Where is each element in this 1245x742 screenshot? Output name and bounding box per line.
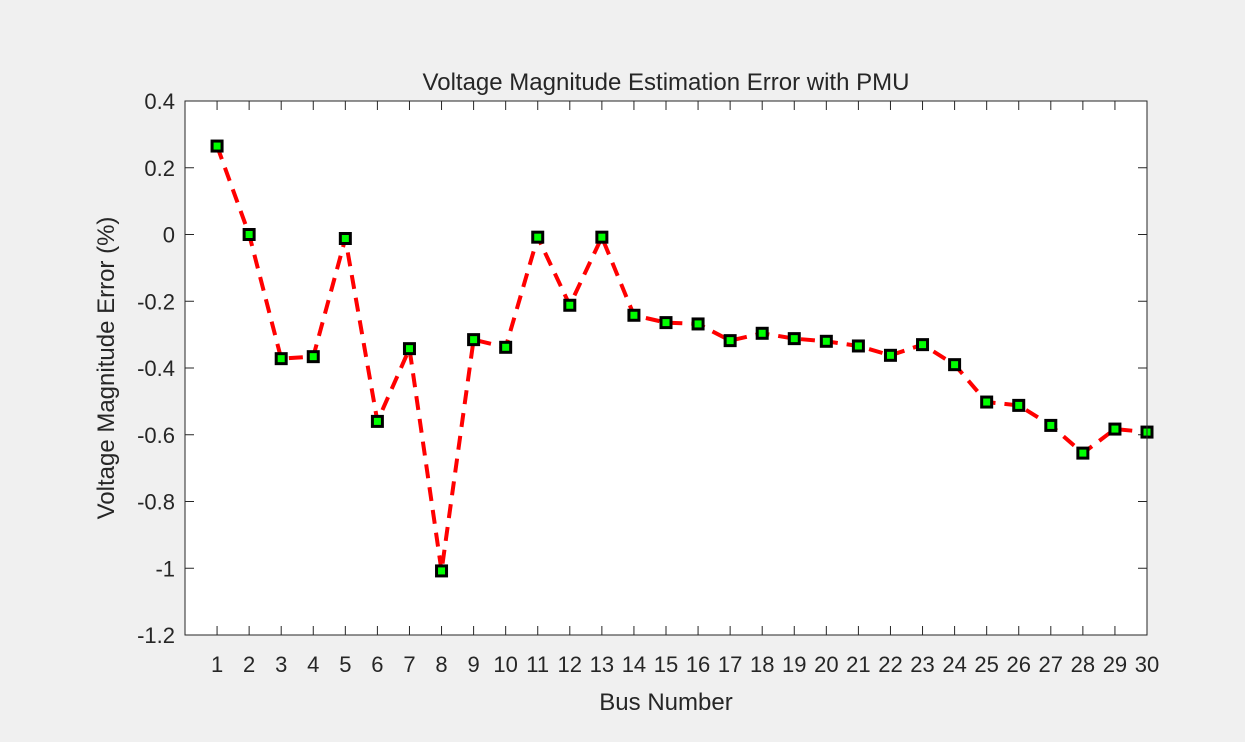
- y-tick-label-0: 0: [163, 223, 175, 248]
- x-tick-label-20: 20: [814, 652, 838, 677]
- data-point-bus-15: [659, 316, 673, 330]
- x-tick-label-21: 21: [846, 652, 870, 677]
- y-tick-label-0.4: 0.4: [144, 89, 175, 114]
- y-axis-label: Voltage Magnitude Error (%): [93, 217, 120, 520]
- x-tick-label-6: 6: [371, 652, 383, 677]
- data-point-bus-7: [402, 342, 416, 356]
- data-point-bus-13: [595, 230, 609, 244]
- data-point-bus-28: [1076, 446, 1090, 460]
- x-tick-label-16: 16: [686, 652, 710, 677]
- data-point-bus-4: [306, 350, 320, 364]
- y-tick-label--0.4: -0.4: [137, 356, 175, 381]
- x-tick-label-10: 10: [493, 652, 517, 677]
- x-tick-label-18: 18: [750, 652, 774, 677]
- axes-box: [184, 100, 1148, 636]
- x-tick-label-5: 5: [339, 652, 351, 677]
- chart-title: Voltage Magnitude Estimation Error with …: [423, 69, 910, 96]
- y-tick-label--0.2: -0.2: [137, 289, 175, 314]
- data-point-bus-9: [467, 333, 481, 347]
- data-point-bus-14: [627, 308, 641, 322]
- x-tick-label-24: 24: [942, 652, 966, 677]
- x-tick-label-22: 22: [878, 652, 902, 677]
- data-point-bus-22: [883, 348, 897, 362]
- x-tick-label-4: 4: [307, 652, 319, 677]
- x-tick-label-9: 9: [467, 652, 479, 677]
- x-tick-label-12: 12: [558, 652, 582, 677]
- x-tick-label-28: 28: [1071, 652, 1095, 677]
- y-tick-label--1.2: -1.2: [137, 623, 175, 648]
- data-point-bus-10: [499, 340, 513, 354]
- axes-background: [185, 101, 1147, 635]
- data-point-bus-21: [851, 339, 865, 353]
- data-point-bus-6: [370, 414, 384, 428]
- x-tick-label-1: 1: [211, 652, 223, 677]
- data-point-bus-27: [1044, 418, 1058, 432]
- x-tick-label-8: 8: [435, 652, 447, 677]
- data-point-bus-8: [435, 564, 449, 578]
- data-point-bus-11: [531, 230, 545, 244]
- data-point-bus-29: [1108, 422, 1122, 436]
- data-point-bus-12: [563, 298, 577, 312]
- x-tick-label-25: 25: [974, 652, 998, 677]
- x-tick-label-13: 13: [590, 652, 614, 677]
- x-tick-label-2: 2: [243, 652, 255, 677]
- x-tick-label-15: 15: [654, 652, 678, 677]
- data-point-bus-24: [948, 358, 962, 372]
- x-tick-label-11: 11: [526, 652, 549, 677]
- x-tick-label-26: 26: [1006, 652, 1030, 677]
- data-point-bus-18: [755, 326, 769, 340]
- x-axis-label: Bus Number: [599, 689, 732, 716]
- data-series: [210, 139, 1154, 578]
- x-tick-label-17: 17: [718, 652, 742, 677]
- data-point-bus-20: [819, 334, 833, 348]
- data-point-bus-16: [691, 317, 705, 331]
- y-tick-label--1: -1: [155, 556, 175, 581]
- x-tick-label-3: 3: [275, 652, 287, 677]
- data-point-bus-26: [1012, 398, 1026, 412]
- x-tick-label-14: 14: [622, 652, 646, 677]
- x-tick-label-27: 27: [1039, 652, 1063, 677]
- data-point-bus-2: [242, 228, 256, 241]
- data-point-bus-1: [210, 139, 224, 153]
- y-tick-label-0.2: 0.2: [144, 156, 175, 181]
- data-point-bus-19: [787, 332, 801, 346]
- data-point-bus-5: [338, 232, 352, 246]
- x-tick-label-7: 7: [403, 652, 415, 677]
- x-tick-label-30: 30: [1135, 652, 1159, 677]
- data-point-bus-3: [274, 352, 288, 366]
- y-tick-label--0.8: -0.8: [137, 490, 175, 515]
- data-point-bus-17: [723, 334, 737, 348]
- data-point-bus-23: [916, 338, 930, 352]
- x-tick-label-19: 19: [782, 652, 806, 677]
- x-tick-label-23: 23: [910, 652, 934, 677]
- y-tick-label--0.6: -0.6: [137, 423, 175, 448]
- data-point-bus-25: [980, 395, 994, 409]
- x-tick-label-29: 29: [1103, 652, 1127, 677]
